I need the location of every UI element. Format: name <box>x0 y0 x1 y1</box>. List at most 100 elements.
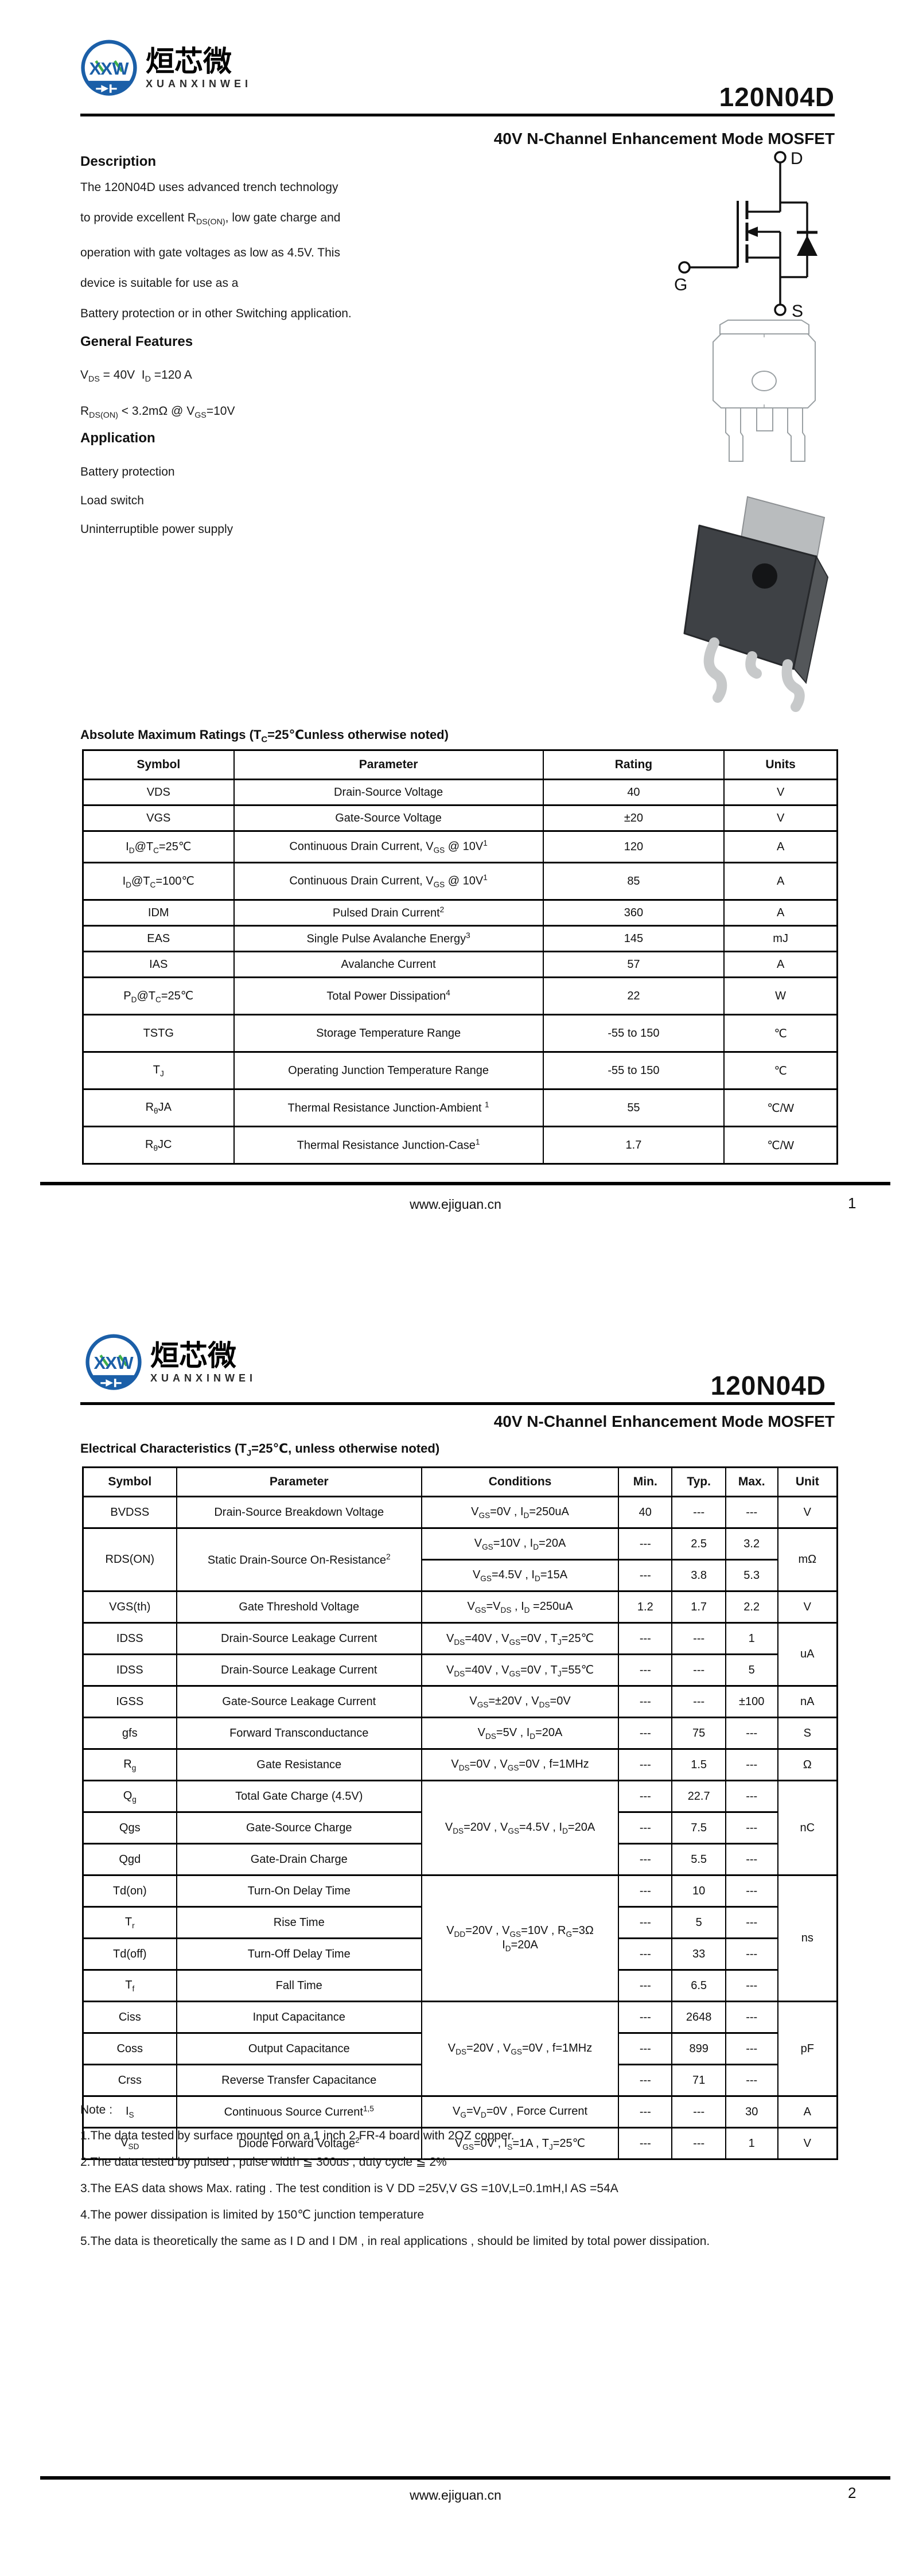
table-row: ID@TC=25℃ Continuous Drain Current, VGS @… <box>82 830 838 863</box>
table-cell: S <box>777 1717 838 1750</box>
table-cell: Static Drain-Source On-Resistance2 <box>176 1527 422 1592</box>
table-cell: IGSS <box>82 1685 177 1718</box>
company-logo-icon: XXW <box>81 40 137 96</box>
table-cell: Output Capacitance <box>176 2032 422 2065</box>
table-cell: --- <box>725 1843 778 1876</box>
table-cell: --- <box>725 1937 778 1971</box>
page-number: 1 <box>848 1194 857 1212</box>
table-cell: VDS=20V , VGS=0V , f=1MHz <box>421 2001 620 2097</box>
table-cell: 10 <box>671 1874 726 1908</box>
table-cell: --- <box>618 1843 673 1876</box>
text-line: device is suitable for use as a <box>80 277 239 290</box>
table-cell: Coss <box>82 2032 177 2065</box>
header-rule <box>80 114 835 116</box>
table-cell: 3.2 <box>725 1527 778 1561</box>
table-cell: VDD=20V , VGS=10V , RG=3Ω ID=20A <box>421 1874 620 2002</box>
table-row: TJ Operating Junction Temperature Range -5… <box>82 1051 838 1090</box>
table-cell: VSD <box>82 2127 177 2160</box>
table-cell: Drain-Source Leakage Current <box>176 1653 422 1687</box>
table-row: TSTG Storage Temperature Range -55 to 150 ℃ <box>82 1014 838 1053</box>
table-cell: IDSS <box>82 1653 177 1687</box>
table-cell: VDS=40V , VGS=0V , TJ=25℃ <box>421 1622 620 1655</box>
table-cell: Ω <box>777 1748 838 1781</box>
table-cell: TJ <box>82 1051 235 1090</box>
table-cell: --- <box>725 2032 778 2065</box>
table-cell: VGS <box>82 804 235 832</box>
table-cell: Diode Forward Voltage2 <box>176 2127 422 2160</box>
table-row: RDS(ON) Static Drain-Source On-Resistance… <box>82 1527 838 1592</box>
gate-label: G <box>674 275 687 294</box>
table-cell: Crss <box>82 2064 177 2097</box>
table-row: EAS Single Pulse Avalanche Energy3 145 mJ <box>82 925 838 952</box>
table-cell: Total Gate Charge (4.5V) <box>176 1780 422 1813</box>
table-row: Qgd Gate-Drain Charge --- 5.5 --- <box>82 1843 838 1876</box>
table-row: Tf Fall Time --- 6.5 --- <box>82 1969 838 2002</box>
table-cell: 360 <box>542 899 725 927</box>
table-row: Rg Gate Resistance VDS=0V , VGS=0V , f=1MH… <box>82 1748 838 1781</box>
mosfet-symbol-diagram: D G S <box>674 149 817 321</box>
table-row: PD@TC=25℃ Total Power Dissipation4 22 W <box>82 976 838 1015</box>
table-cell: IAS <box>82 951 235 978</box>
column-header: Rating <box>542 749 725 780</box>
table-row: VGS=4.5V , ID=15A --- 3.8 5.3 <box>83 1559 838 1592</box>
table-cell: mJ <box>723 925 838 952</box>
table-cell: gfs <box>82 1717 177 1750</box>
table-cell: Single Pulse Avalanche Energy3 <box>233 925 544 952</box>
company-logo: XXW 烜芯微 XUANXINWEI <box>85 1332 256 1393</box>
text-line: 3.The EAS data shows Max. rating . The t… <box>80 2182 618 2195</box>
table-cell: Gate Resistance <box>176 1748 422 1781</box>
table-cell: VDS=40V , VGS=0V , TJ=55℃ <box>421 1653 620 1687</box>
table-cell: -55 to 150 <box>542 1014 725 1053</box>
table-cell: Tr <box>82 1906 177 1939</box>
table-cell: Total Power Dissipation4 <box>233 976 544 1015</box>
text-line: to provide excellent RDS(ON), low gate c… <box>80 211 341 227</box>
table-cell: VDS=5V , ID=20A <box>421 1717 620 1750</box>
electrical-characteristics-table: Symbol Parameter Conditions Min. Typ. Max. Uni… <box>82 1466 838 2160</box>
part-number: 120N04D <box>710 1371 826 1400</box>
table-cell: 3.8 <box>671 1559 726 1592</box>
table-cell: pF <box>777 2001 838 2097</box>
table-cell: --- <box>618 1527 673 1561</box>
table-cell: --- <box>618 1937 673 1971</box>
column-header: Max. <box>725 1466 778 1497</box>
table-row: IDSS Drain-Source Leakage Current VDS=40V … <box>82 1622 838 1687</box>
table-cell: 71 <box>671 2064 726 2097</box>
table-cell: -55 to 150 <box>542 1051 725 1090</box>
table-cell: BVDSS <box>82 1496 177 1529</box>
table-cell: PD@TC=25℃ <box>82 976 235 1015</box>
table-cell: --- <box>618 1780 673 1813</box>
table-cell: Turn-Off Delay Time <box>176 1937 422 1971</box>
table-cell: VGS=0V , IS=1A , TJ=25℃ <box>421 2127 620 2160</box>
table-cell: --- <box>618 2127 673 2160</box>
table-header-row: Symbol Parameter Rating Units <box>82 749 838 780</box>
table-cell: A <box>723 862 838 901</box>
notes-list: 1.The data tested by surface mounted on … <box>80 2130 872 2262</box>
table-cell: ID@TC=100℃ <box>82 862 235 901</box>
table-cell: VDS=0V , VGS=0V , f=1MHz <box>421 1748 620 1781</box>
table-cell: 1 <box>725 2127 778 2160</box>
table-cell: VGS(th) <box>82 1590 177 1624</box>
table-cell: --- <box>618 1717 673 1750</box>
package-outline-drawing <box>713 320 816 462</box>
table-cell: --- <box>618 1685 673 1718</box>
table-cell: --- <box>725 1748 778 1781</box>
table-cell: VGS=VDS , ID =250uA <box>421 1590 620 1624</box>
company-logo-icon: XXW <box>85 1334 142 1390</box>
table-cell: VGS=±20V , VDS=0V <box>421 1685 620 1718</box>
table-cell: --- <box>725 1906 778 1939</box>
table-cell: 30 <box>725 2095 778 2128</box>
table-cell: V <box>723 804 838 832</box>
table-cell: 40 <box>618 1496 673 1529</box>
table-cell: mΩ <box>777 1527 838 1592</box>
table-cell: 5 <box>671 1906 726 1939</box>
table-row: Qg Total Gate Charge (4.5V) VDS=20V , VGS=… <box>82 1780 838 1876</box>
table-cell: 120 <box>542 830 725 863</box>
text-line: 5.The data is theoretically the same as … <box>80 2235 710 2248</box>
table-cell: VGS=4.5V , ID=15A <box>421 1559 620 1592</box>
table-cell: VGS=10V , ID=20A <box>421 1527 620 1561</box>
table-cell: --- <box>725 1969 778 2002</box>
table-cell: Gate-Drain Charge <box>176 1843 422 1876</box>
table-cell: VDS <box>82 779 235 806</box>
table-cell: --- <box>618 1969 673 2002</box>
table-cell: Gate-Source Charge <box>176 1811 422 1845</box>
